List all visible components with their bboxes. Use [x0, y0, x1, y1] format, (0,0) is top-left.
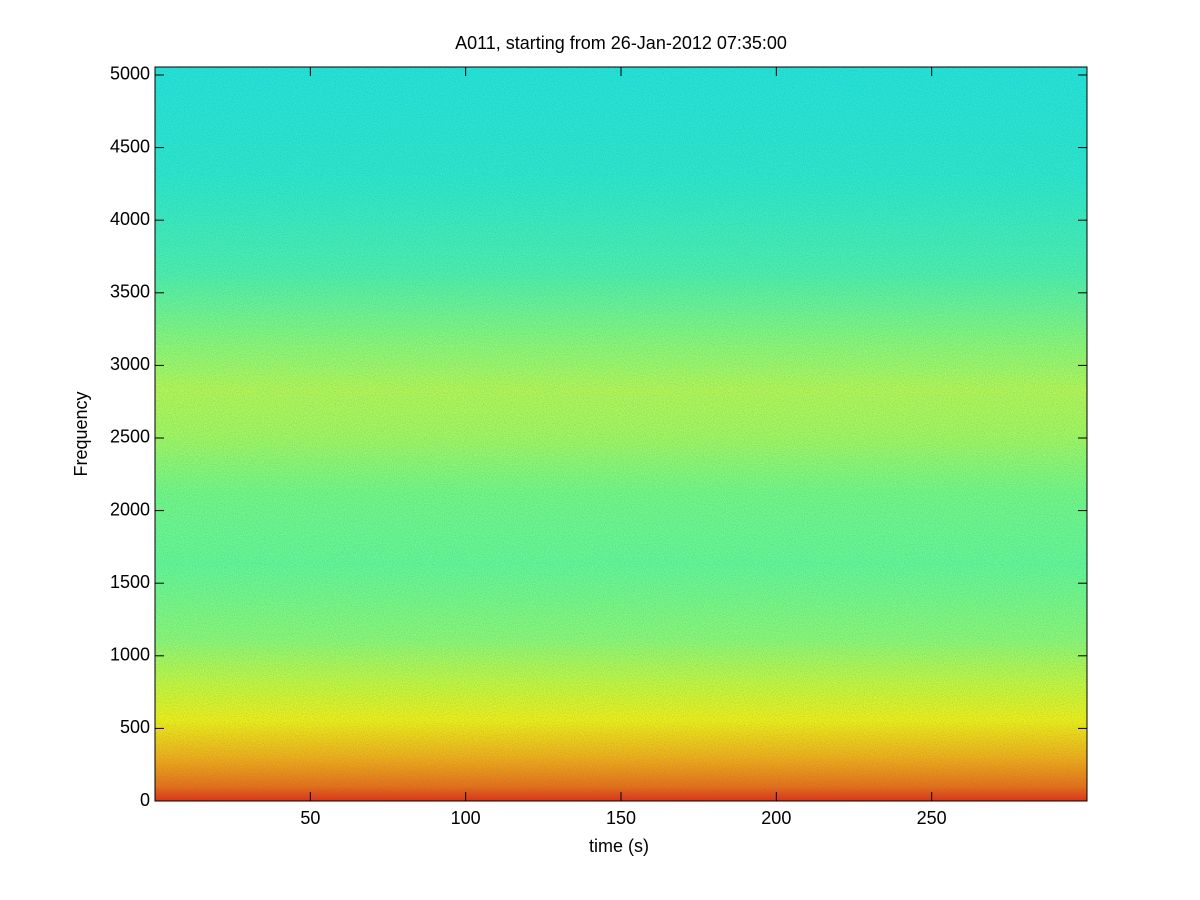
y-tick-label: 3500	[110, 282, 150, 302]
y-axis-label: Frequency	[71, 391, 91, 476]
x-tick-label: 100	[451, 808, 481, 828]
y-tick-label: 4000	[110, 209, 150, 229]
x-tick-label: 150	[606, 808, 636, 828]
y-tick-label: 1000	[110, 645, 150, 665]
x-tick-label: 200	[761, 808, 791, 828]
x-tick-label: 50	[300, 808, 320, 828]
chart-title: A011, starting from 26-Jan-2012 07:35:00	[455, 33, 787, 53]
y-tick-label: 0	[140, 790, 150, 810]
y-tick-label: 2000	[110, 499, 150, 519]
x-axis-label: time (s)	[589, 836, 649, 856]
y-tick-label: 3000	[110, 354, 150, 374]
y-tick-label: 1500	[110, 572, 150, 592]
y-tick-label: 500	[120, 717, 150, 737]
y-tick-label: 2500	[110, 427, 150, 447]
x-tick-label: 250	[917, 808, 947, 828]
y-tick-label: 4500	[110, 136, 150, 156]
spectrogram-image	[155, 67, 1087, 801]
spectrogram-texture	[155, 67, 1087, 801]
y-tick-label: 5000	[110, 64, 150, 84]
